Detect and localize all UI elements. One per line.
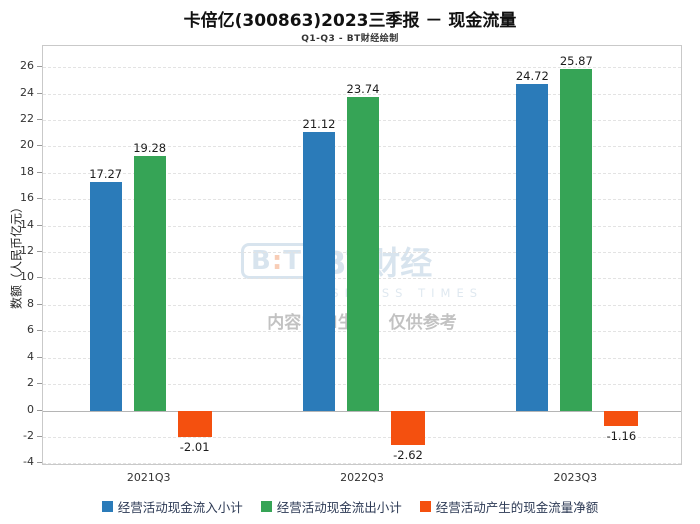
bar-value-label: 24.72 — [515, 69, 549, 84]
gridline — [43, 67, 681, 69]
bar-2021Q3-series0 — [89, 182, 122, 411]
bar-2022Q3-series0 — [303, 131, 335, 411]
x-tick-label: 2022Q3 — [340, 471, 384, 484]
y-tick-label: 18 — [20, 164, 34, 178]
y-tick-label: 0 — [27, 402, 34, 416]
bar-2021Q3-series1 — [133, 155, 166, 411]
y-tick-label: 26 — [20, 59, 34, 73]
y-tick-label: 22 — [20, 111, 34, 125]
chart-title: 卡倍亿(300863)2023三季报 － 现金流量 — [183, 11, 517, 31]
y-tick-label: 6 — [27, 323, 34, 337]
gridline — [43, 93, 681, 95]
y-tick-mark — [37, 462, 42, 464]
bar-value-label: 25.87 — [559, 53, 593, 68]
bar-value-label: -1.16 — [606, 428, 637, 443]
y-tick-mark — [37, 251, 42, 253]
y-tick-label: 12 — [20, 244, 34, 258]
legend-item-1: 经营活动现金流出小计 — [260, 497, 402, 516]
bar-value-label: 23.74 — [346, 81, 380, 96]
bar-2023Q3-series2 — [604, 410, 639, 426]
bar-2023Q3-series1 — [560, 68, 593, 411]
bar-2021Q3-series2 — [177, 410, 212, 438]
plot-area: B:T BT财经 BUSINESS TIMES 内容由AI生成，仅供参考 17.… — [42, 45, 682, 465]
legend-label: 经营活动产生的现金流量净额 — [435, 500, 599, 515]
legend-swatch — [260, 501, 272, 512]
bar-2023Q3-series0 — [516, 84, 549, 411]
y-tick-mark — [37, 409, 42, 411]
y-tick-label: 2 — [27, 376, 34, 390]
y-tick-mark — [37, 330, 42, 332]
y-tick-label: -2 — [23, 428, 34, 442]
bar-2022Q3-series1 — [347, 96, 379, 411]
y-tick-mark — [37, 198, 42, 200]
legend-swatch — [101, 501, 113, 512]
legend-label: 经营活动现金流入小计 — [117, 500, 243, 515]
y-tick-mark — [37, 171, 42, 173]
y-tick-mark — [37, 356, 42, 358]
y-tick-label: 14 — [20, 217, 34, 231]
y-tick-mark — [37, 145, 42, 147]
legend-item-0: 经营活动现金流入小计 — [101, 497, 243, 516]
y-tick-label: 16 — [20, 191, 34, 205]
bt-logo-icon: B:T — [240, 243, 312, 279]
y-tick-mark — [37, 66, 42, 68]
gridline — [43, 436, 681, 438]
y-tick-label: 10 — [20, 270, 34, 284]
y-tick-label: 20 — [20, 138, 34, 152]
legend-swatch — [419, 501, 431, 512]
chart-subtitle: Q1-Q3 - BT财经绘制 — [301, 34, 399, 44]
y-tick-mark — [37, 303, 42, 305]
y-tick-label: 8 — [27, 296, 34, 310]
y-tick-label: 4 — [27, 349, 34, 363]
bar-value-label: -2.01 — [179, 440, 210, 455]
bar-value-label: 17.27 — [89, 167, 123, 182]
y-tick-mark — [37, 435, 42, 437]
gridline — [43, 463, 681, 465]
x-tick-label: 2021Q3 — [126, 471, 171, 484]
gridline — [43, 410, 681, 412]
y-tick-mark — [37, 383, 42, 385]
legend-item-2: 经营活动产生的现金流量净额 — [419, 497, 599, 516]
y-tick-mark — [37, 224, 42, 226]
y-tick-mark — [37, 277, 42, 279]
x-tick-label: 2023Q3 — [553, 471, 598, 484]
legend: 经营活动现金流入小计 经营活动现金流出小计 经营活动产生的现金流量净额 — [0, 497, 700, 516]
bar-value-label: 19.28 — [133, 140, 167, 155]
bar-value-label: -2.62 — [393, 448, 423, 463]
y-tick-mark — [37, 92, 42, 94]
y-tick-label: -4 — [23, 455, 34, 469]
y-tick-label: 24 — [20, 85, 34, 99]
bar-value-label: 21.12 — [302, 116, 336, 131]
legend-label: 经营活动现金流出小计 — [276, 500, 402, 515]
y-tick-mark — [37, 118, 42, 120]
bar-2022Q3-series2 — [391, 410, 425, 446]
